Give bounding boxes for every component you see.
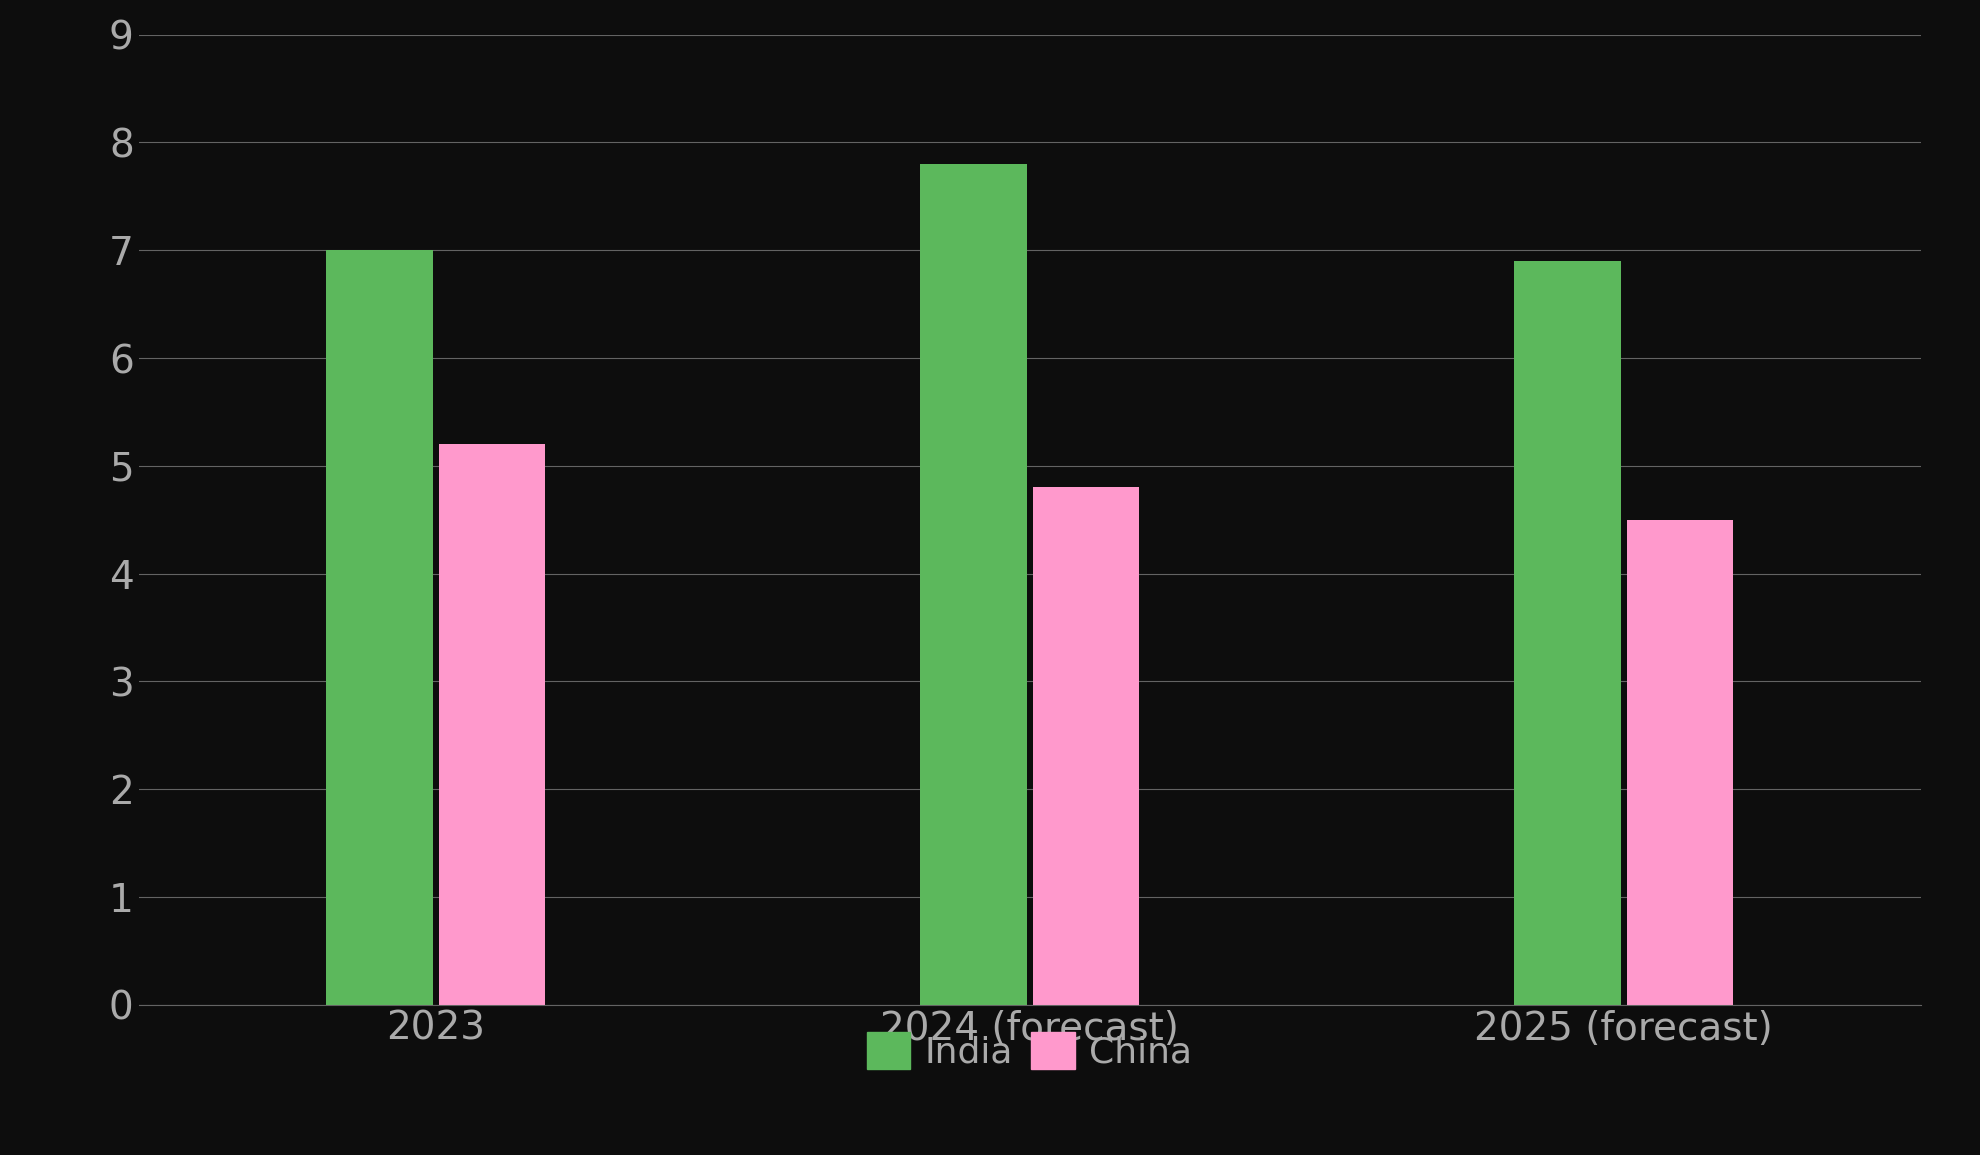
Bar: [919, 164, 1028, 1005]
Bar: [1515, 261, 1620, 1005]
Bar: [1628, 520, 1734, 1005]
Bar: [440, 445, 546, 1005]
Bar: [1034, 487, 1138, 1005]
Legend: India, China: India, China: [853, 1018, 1206, 1083]
Bar: [325, 251, 434, 1005]
